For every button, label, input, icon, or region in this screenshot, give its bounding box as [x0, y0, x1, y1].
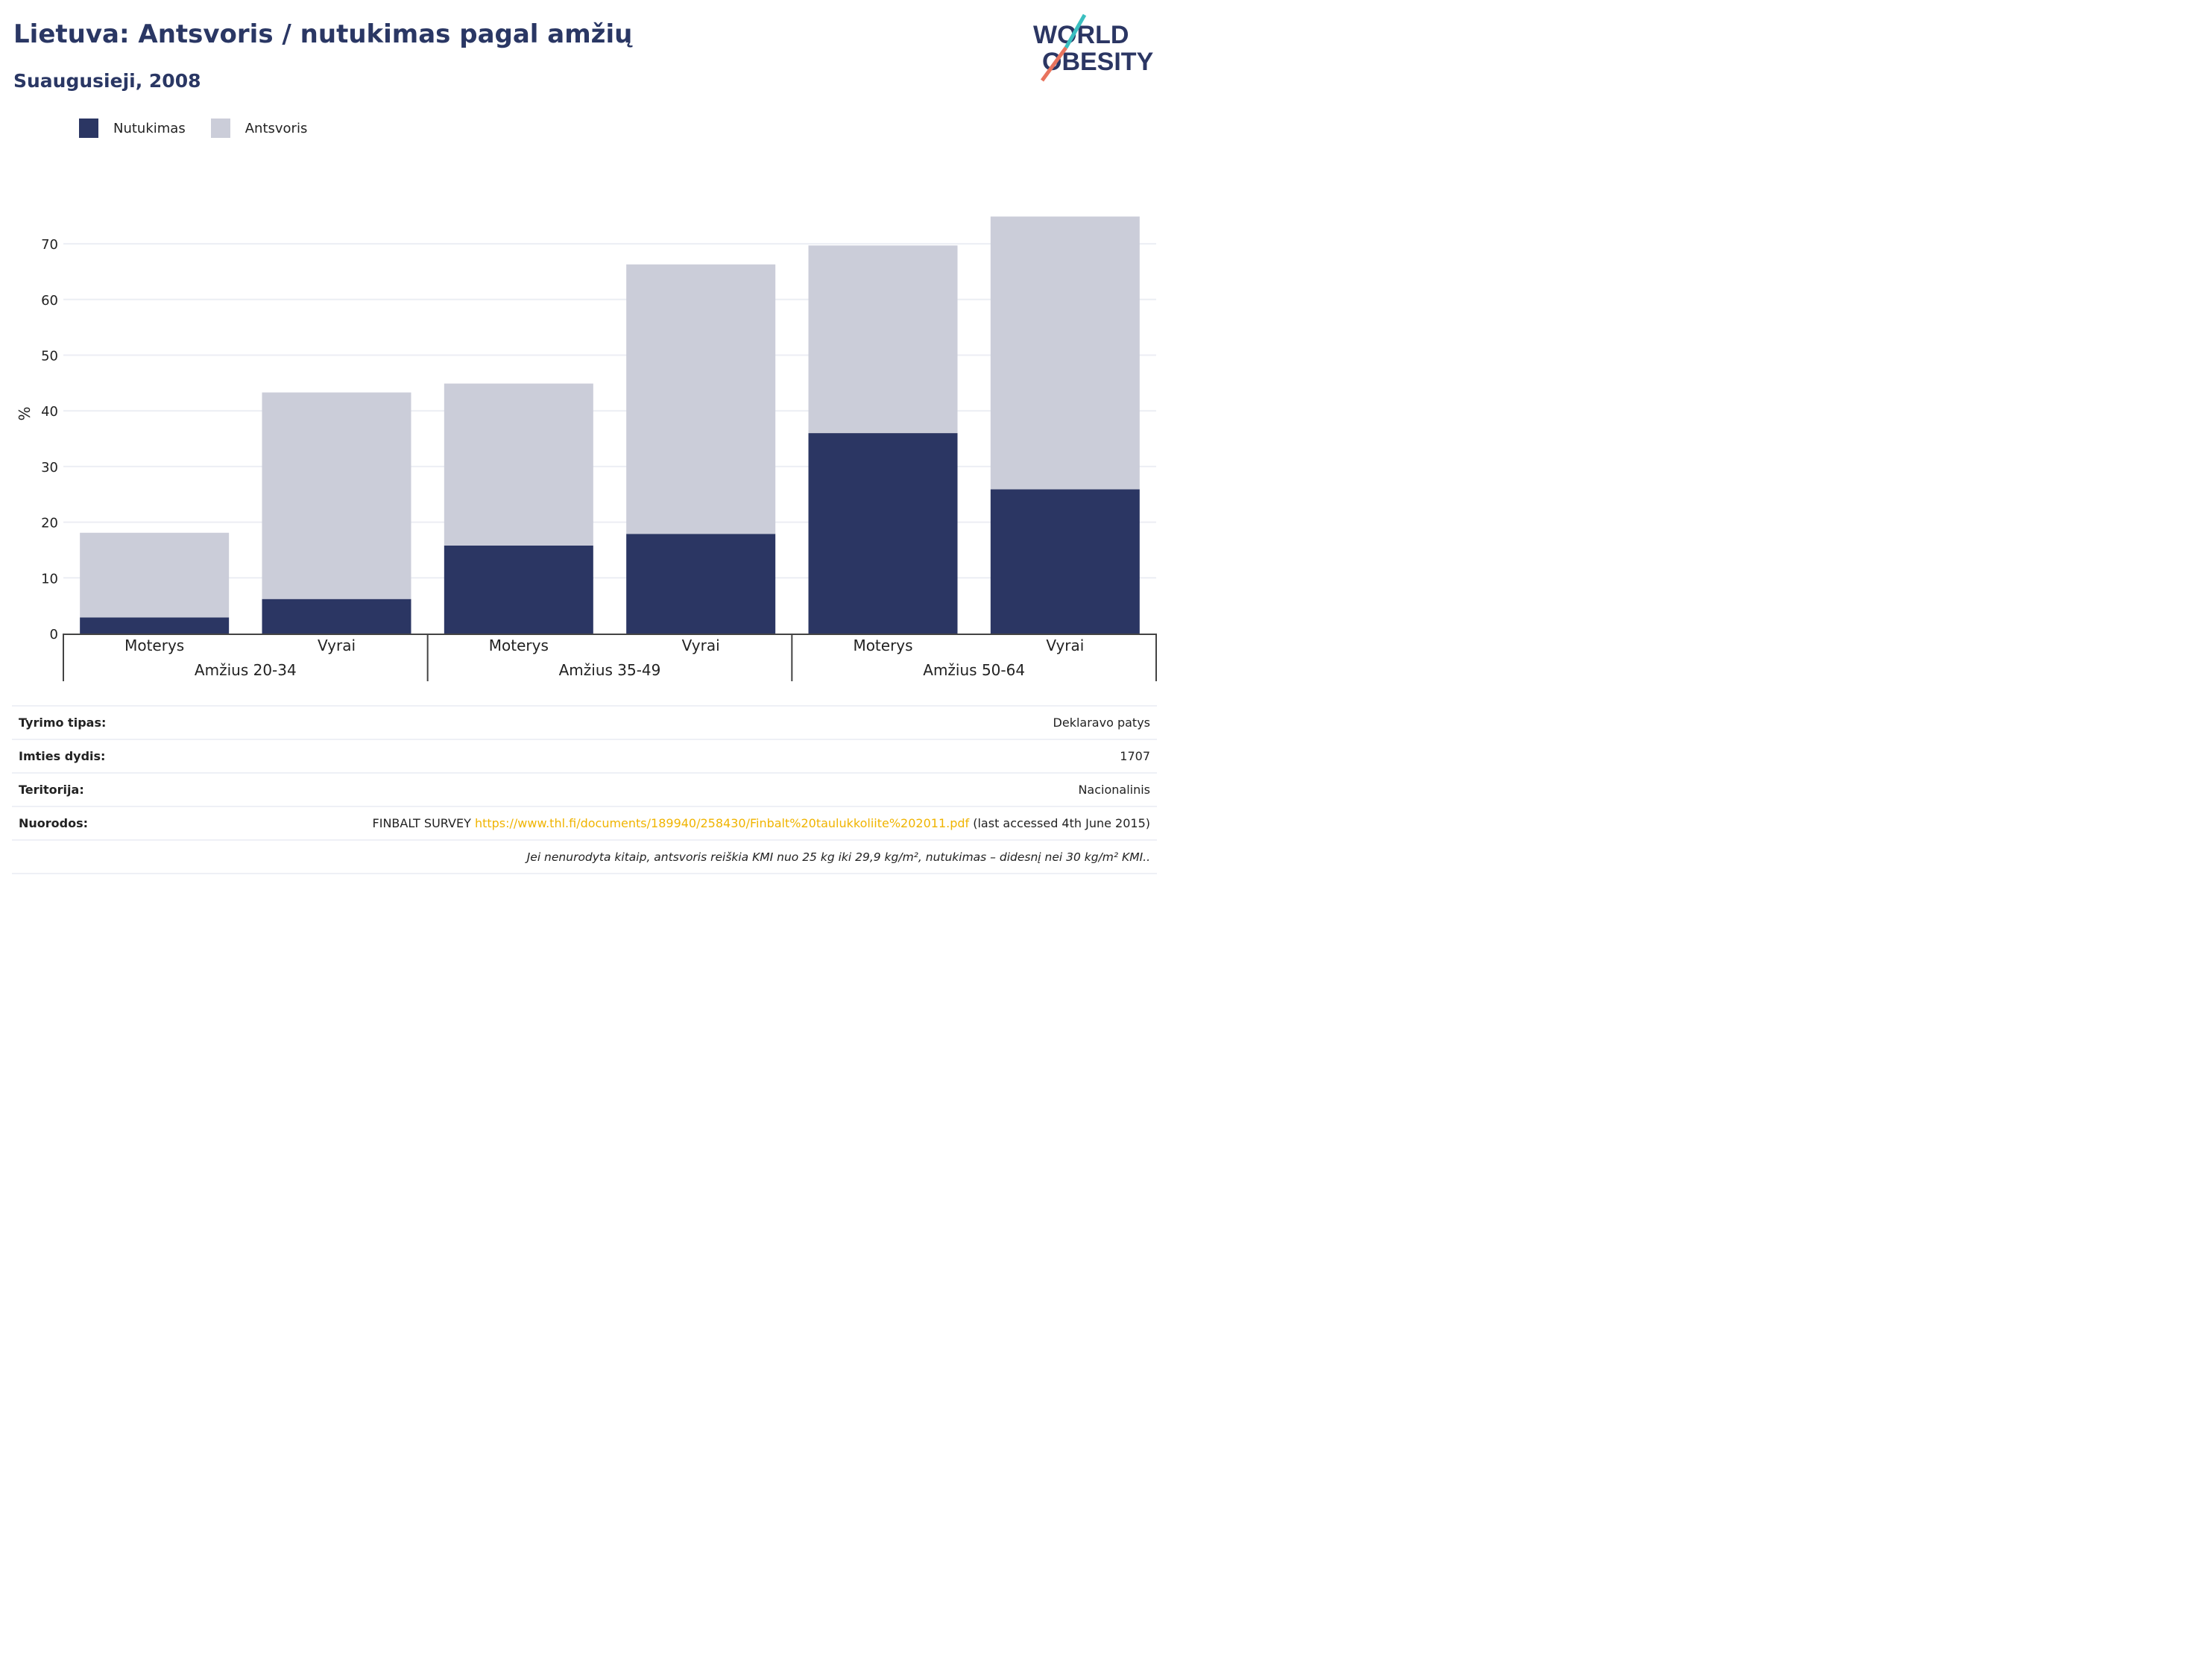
x-tick-label: Moterys: [489, 637, 549, 654]
bar-overweight: [444, 383, 593, 546]
info-row-note: Jei nenurodyta kitaip, antsvoris reiškia…: [12, 841, 1157, 874]
info-value: Deklaravo patys: [1053, 716, 1150, 730]
info-table: Tyrimo tipas: Deklaravo patys Imties dyd…: [12, 705, 1157, 874]
info-value: Nacionalinis: [1078, 783, 1150, 797]
y-tick-label: 70: [41, 237, 58, 253]
y-tick-label: 60: [41, 293, 58, 309]
x-tick-label: Moterys: [124, 637, 184, 654]
y-tick-label: 40: [41, 404, 58, 420]
y-tick-label: 30: [41, 460, 58, 476]
reference-link[interactable]: https://www.thl.fi/documents/189940/2584…: [474, 816, 970, 830]
legend: Nutukimas Antsvoris: [79, 119, 332, 138]
x-tick-label: Vyrai: [318, 637, 356, 654]
bar-obesity: [990, 489, 1140, 634]
group-label: Amžius 35-49: [559, 661, 661, 679]
bar-obesity: [444, 545, 593, 634]
y-axis-label: %: [16, 406, 34, 420]
bar-obesity: [262, 599, 411, 634]
legend-item-obesity[interactable]: Nutukimas: [79, 119, 186, 138]
legend-swatch-overweight: [210, 119, 230, 138]
reference-prefix: FINBALT SURVEY: [372, 816, 475, 830]
svg-text:WORLD: WORLD: [1033, 21, 1129, 49]
x-tick-label: Vyrai: [1046, 637, 1084, 654]
y-tick-label: 50: [41, 349, 58, 364]
bar-overweight: [80, 532, 230, 618]
bar-overweight: [990, 216, 1140, 490]
legend-item-overweight[interactable]: Antsvoris: [210, 119, 308, 138]
svg-text:OBESITY: OBESITY: [1042, 48, 1154, 76]
info-row-territory: Teritorija: Nacionalinis: [12, 774, 1157, 807]
bar-obesity: [808, 433, 958, 634]
x-tick-label: Vyrai: [682, 637, 720, 654]
info-label: Imties dydis:: [19, 749, 106, 763]
definition-note: Jei nenurodyta kitaip, antsvoris reiškia…: [526, 850, 1150, 864]
x-tick-label: Moterys: [853, 637, 912, 654]
info-value: 1707: [1120, 749, 1150, 763]
legend-swatch-obesity: [79, 119, 98, 138]
chart-title: Lietuva: Antsvoris / nutukimas pagal amž…: [13, 19, 633, 49]
bar-overweight: [626, 264, 776, 534]
legend-label-obesity: Nutukimas: [113, 120, 186, 136]
reference-text: FINBALT SURVEY https://www.thl.fi/docume…: [373, 816, 1150, 830]
info-label: Nuorodos:: [19, 816, 89, 830]
reference-suffix: (last accessed 4th June 2015): [969, 816, 1150, 830]
bar-overweight: [262, 392, 411, 599]
y-tick-label: 10: [41, 571, 58, 587]
bar-obesity: [626, 534, 776, 634]
info-label: Tyrimo tipas:: [19, 716, 107, 730]
info-label: Teritorija:: [19, 783, 84, 797]
y-tick-label: 20: [41, 516, 58, 531]
world-obesity-logo: WORLD OBESITY: [1033, 13, 1154, 82]
y-tick-label: 0: [50, 627, 58, 642]
info-row-survey-type: Tyrimo tipas: Deklaravo patys: [12, 705, 1157, 740]
info-row-references: Nuorodos: FINBALT SURVEY https://www.thl…: [12, 807, 1157, 841]
chart-subtitle: Suaugusieji, 2008: [13, 70, 201, 92]
info-row-sample-size: Imties dydis: 1707: [12, 740, 1157, 774]
legend-label-overweight: Antsvoris: [245, 120, 308, 136]
bar-chart: 0 10 20 30 40 50 60 70% Moterys Vyrai Moterys Vyrai…: [16, 216, 1157, 681]
bar-obesity: [80, 617, 230, 634]
bar-overweight: [808, 245, 958, 434]
group-label: Amžius 50-64: [923, 661, 1025, 679]
group-label: Amžius 20-34: [195, 661, 297, 679]
